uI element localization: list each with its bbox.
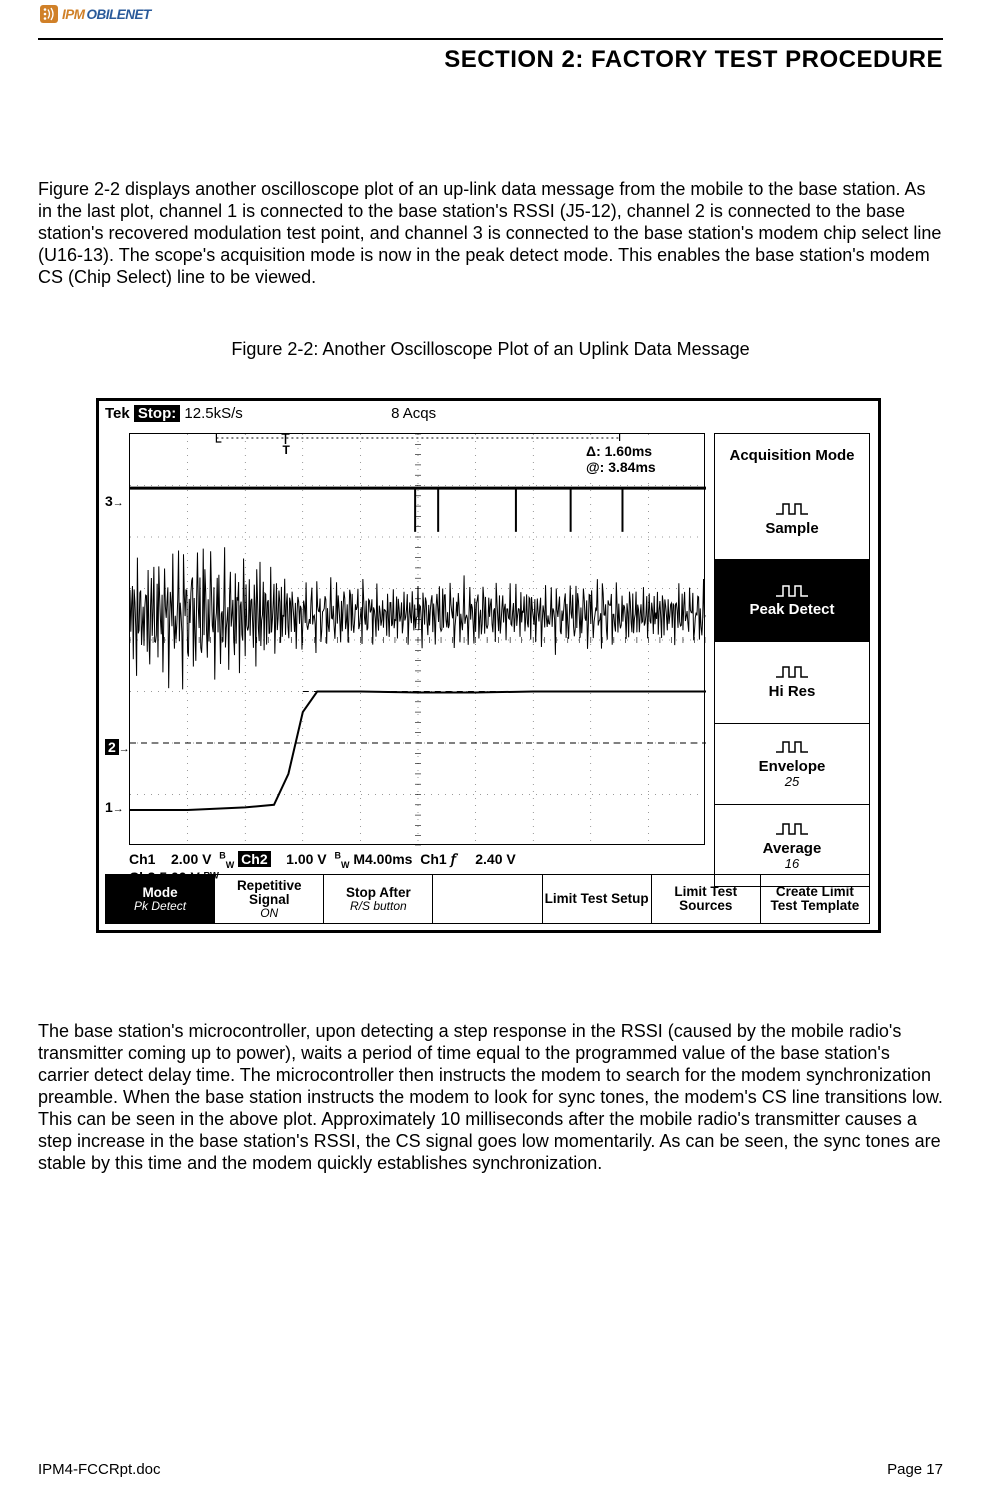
logo: IPMOBILENET [38,3,151,25]
mode-label: Hi Res [769,684,816,700]
acq-mode-hi-res[interactable]: Hi Res [715,641,869,723]
figure-caption: Figure 2-2: Another Oscilloscope Plot of… [0,339,981,360]
menu-label: Limit Test Setup [545,892,649,906]
pulse-icon [775,664,809,684]
paragraph-explanation: The base station's microcontroller, upon… [38,1021,943,1175]
mode-label: Peak Detect [749,602,834,618]
cursor-delta: Δ: 1.60ms [586,443,696,459]
readout-line1: Ch1 2.00 V BW Ch2 1.00 V BW M4.00ms Ch1 … [129,851,705,870]
svg-text:T: T [283,443,291,457]
menu-blank [432,874,541,924]
acquisition-side-panel: Acquisition Mode Sample Peak Detect Hi Res… [714,433,870,887]
pulse-icon [775,821,809,841]
scope-plot-area: T [129,433,705,845]
menu-sublabel: ON [260,907,278,920]
page-footer: IPM4-FCCRpt.doc Page 17 [38,1461,943,1478]
run-state: Stop: [134,405,180,422]
menu-sublabel: Pk Detect [134,900,186,913]
menu-label: Mode [142,886,177,900]
header-rule [38,38,943,40]
acq-count: 8 Acqs [391,405,436,422]
tek-label: Tek [105,405,130,422]
readout-line1-text: Ch1 2.00 V BW Ch2 1.00 V BW M4.00ms Ch1 … [129,851,516,867]
mode-sublabel: 25 [785,775,799,789]
menu-label: Create Limit Test Template [761,885,869,913]
sample-rate: 12.5kS/s [184,405,242,422]
cursor-readout: Δ: 1.60ms @: 3.84ms [582,441,700,477]
ch2-marker: 2→ [105,739,130,755]
logo-text-mobilenet: OBILENET [87,7,151,22]
menu-stop-after[interactable]: Stop AfterR/S button [323,874,432,924]
acq-mode-sample[interactable]: Sample [715,478,869,559]
scope-top-bar: Tek Stop: 12.5kS/s 8 Acqs [105,405,878,422]
mode-label: Envelope [759,759,826,775]
menu-label: Limit Test Sources [652,885,760,913]
acq-mode-peak-detect[interactable]: Peak Detect [715,559,869,641]
pulse-icon [775,501,809,521]
menu-mode[interactable]: ModePk Detect [105,874,214,924]
side-title: Acquisition Mode [715,434,869,478]
pulse-icon [775,583,809,603]
menu-create-limit-test-template[interactable]: Create Limit Test Template [760,874,870,924]
mode-label: Sample [765,521,818,537]
cursor-at: @: 3.84ms [586,459,696,475]
menu-label: Stop After [346,886,411,900]
footer-filename: IPM4-FCCRpt.doc [38,1461,161,1478]
mode-sublabel: 16 [785,857,799,871]
section-title: SECTION 2: FACTORY TEST PROCEDURE [444,46,943,74]
menu-sublabel: R/S button [350,900,407,913]
oscilloscope-figure: Tek Stop: 12.5kS/s 8 Acqs T Δ: 1.60ms @:… [96,398,881,933]
menu-label: Repetitive Signal [215,879,323,907]
menu-limit-test-setup[interactable]: Limit Test Setup [542,874,651,924]
pulse-icon [775,739,809,759]
scope-bottom-menu: ModePk DetectRepetitive SignalONStop Aft… [105,874,870,924]
ch1-marker: 1→ [105,799,124,815]
scope-plot-svg: T [130,434,706,846]
menu-repetitive-signal[interactable]: Repetitive SignalON [214,874,323,924]
ch3-marker: 3→ [105,493,124,509]
logo-text-ip: IPM [62,7,85,22]
footer-page-number: Page 17 [887,1461,943,1478]
logo-icon [38,3,60,25]
acq-mode-envelope[interactable]: Envelope25 [715,723,869,805]
menu-limit-test-sources[interactable]: Limit Test Sources [651,874,760,924]
paragraph-intro: Figure 2-2 displays another oscilloscope… [38,179,943,289]
mode-label: Average [763,841,822,857]
